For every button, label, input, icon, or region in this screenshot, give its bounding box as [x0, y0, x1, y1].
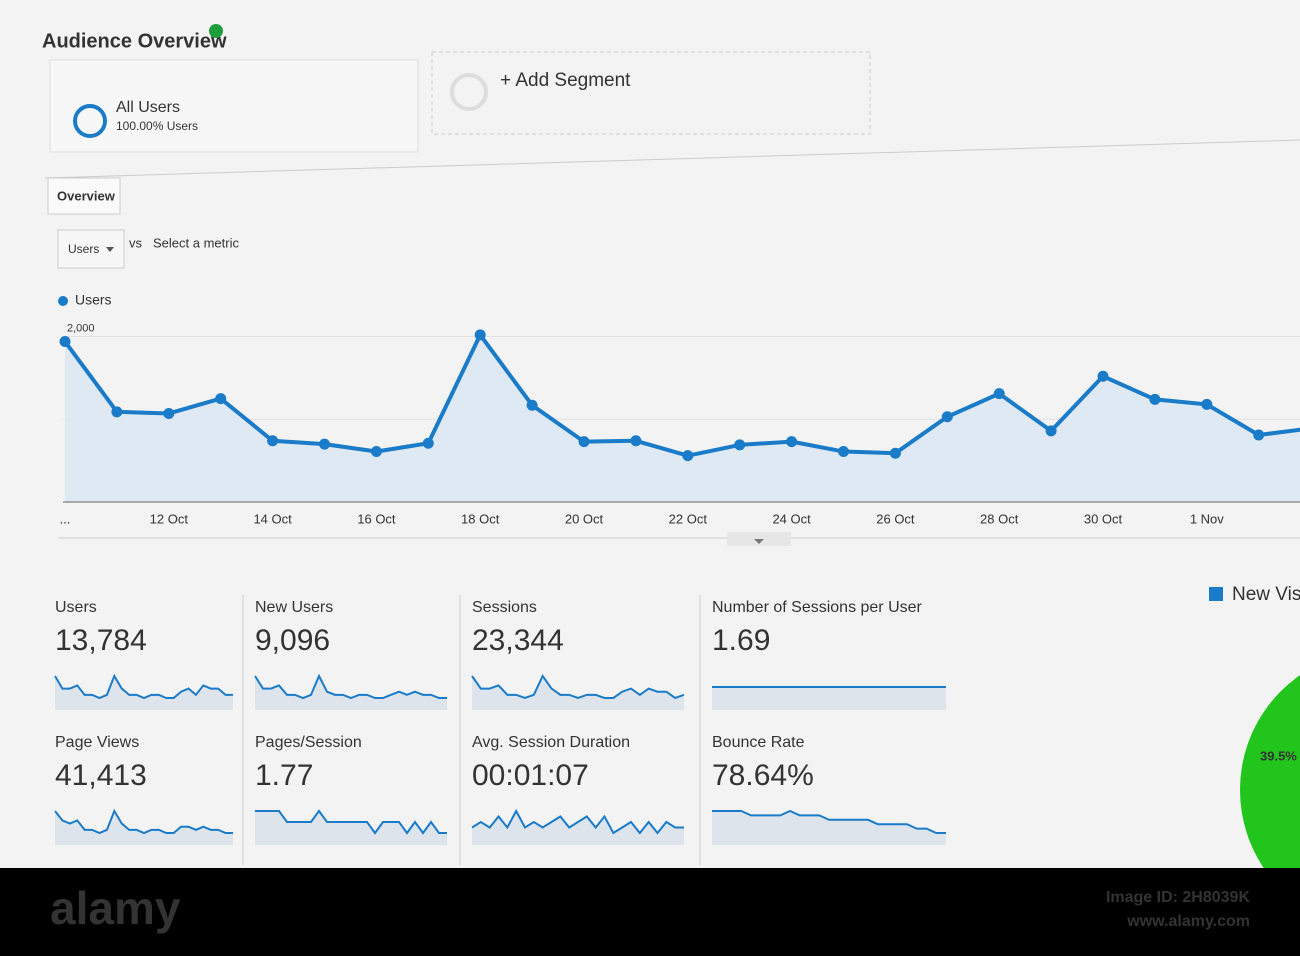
point: [941, 411, 953, 423]
tab[interactable]: [47, 177, 121, 215]
metric-value: 9,096: [255, 624, 330, 657]
point: [889, 447, 901, 459]
metric-label: New Users: [255, 599, 333, 616]
point: [474, 329, 486, 341]
point: [370, 446, 382, 458]
point: [1201, 398, 1213, 410]
sparkline-area: [55, 676, 233, 710]
add-segment-icon: [450, 73, 488, 111]
sparkline: [471, 674, 685, 700]
legend-dot: [58, 296, 68, 306]
segment-sub: 100.00% Users: [116, 119, 198, 133]
point: [1149, 393, 1161, 405]
footer-image-id: Image ID: 2H8039K: [1106, 889, 1251, 906]
sparkline-area: [55, 811, 233, 845]
metric-label: Avg. Session Duration: [472, 734, 630, 751]
sparkline-area: [472, 676, 684, 710]
metric-value: 23,344: [472, 624, 564, 657]
footer-site: www.alamy.com: [1126, 913, 1250, 930]
dropdown-arrow: [106, 247, 114, 252]
footer-brand: alamy: [50, 882, 181, 934]
point: [422, 437, 434, 449]
x-tick-label: 12 Oct: [150, 511, 189, 526]
point: [838, 446, 849, 458]
sparkline-area: [255, 676, 447, 710]
pie-slice: [1239, 675, 1300, 905]
point: [163, 407, 175, 419]
point: [786, 436, 798, 448]
x-tick-label: 24 Oct: [772, 511, 811, 526]
area: [65, 334, 1300, 502]
tab-label[interactable]: Overview: [57, 188, 116, 203]
verified-icon: [209, 24, 223, 38]
segment-label: All Users: [116, 99, 180, 116]
metric-label: Number of Sessions per User: [712, 599, 923, 616]
point: [215, 393, 227, 405]
vs-label: vs: [129, 235, 143, 250]
sparkline: [255, 809, 447, 835]
legend-label: New Vis: [1232, 584, 1300, 605]
point: [734, 439, 746, 451]
legend-swatch: [1209, 587, 1223, 601]
point: [1045, 425, 1057, 437]
x-tick-label: 14 Oct: [253, 511, 292, 526]
segment-card[interactable]: [49, 59, 419, 153]
metric-value: 13,784: [55, 624, 147, 657]
sparkline: [712, 809, 946, 834]
sparkline: [54, 808, 233, 835]
metric-label: Page Views: [55, 734, 139, 751]
x-tick-label: 22 Oct: [669, 511, 708, 526]
segment-icon: [73, 104, 107, 138]
x-tick-label: 26 Oct: [876, 511, 915, 526]
x-tick-label: ...: [60, 511, 71, 526]
sparkline: [254, 673, 447, 700]
collapse-arrow: [754, 539, 764, 544]
legend-label: Users: [75, 292, 112, 308]
metric-label: Sessions: [472, 599, 537, 616]
x-tick-label: 1 Nov: [1190, 511, 1224, 526]
metric-value: 00:01:07: [472, 759, 589, 792]
metric-label: Bounce Rate: [712, 734, 805, 751]
sparkline: [471, 808, 684, 835]
point: [526, 399, 538, 411]
metric-value: 1.77: [255, 759, 313, 792]
sparkline-area: [712, 687, 946, 710]
add-segment-card[interactable]: [431, 51, 871, 135]
metric-value: 41,413: [55, 759, 147, 792]
point: [630, 435, 642, 447]
point: [1253, 429, 1265, 441]
metric-label: Users: [55, 599, 97, 616]
x-tick-label: 18 Oct: [461, 511, 500, 526]
point: [267, 435, 279, 447]
divider: [44, 139, 1300, 179]
add-segment[interactable]: + Add Segment: [500, 70, 631, 91]
pie-label: 39.5%: [1260, 748, 1297, 763]
sparkline: [54, 673, 233, 700]
metric-value: 78.64%: [712, 759, 814, 792]
x-tick-label: 28 Oct: [980, 511, 1019, 526]
metric-value: 1.69: [712, 624, 770, 657]
point: [111, 406, 123, 418]
metric-label: Pages/Session: [255, 734, 362, 751]
x-tick-label: 30 Oct: [1084, 511, 1123, 526]
x-tick-label: 16 Oct: [357, 511, 396, 526]
y-tick-label: 2,000: [67, 322, 95, 334]
sparkline-area: [472, 811, 684, 845]
sparkline-area: [255, 811, 447, 845]
point: [59, 336, 71, 348]
sparkline-area: [712, 811, 946, 845]
point: [319, 438, 330, 450]
select-metric[interactable]: Select a metric: [153, 235, 239, 250]
page-title: Audience Overview: [42, 30, 227, 52]
footer-bar: [0, 868, 1300, 956]
metric-dropdown[interactable]: [57, 229, 125, 269]
x-tick-label: 20 Oct: [565, 511, 604, 526]
point: [682, 450, 694, 462]
point: [1097, 370, 1109, 382]
point: [993, 388, 1005, 400]
metric-dropdown-label[interactable]: Users: [68, 242, 99, 256]
point: [578, 436, 590, 448]
